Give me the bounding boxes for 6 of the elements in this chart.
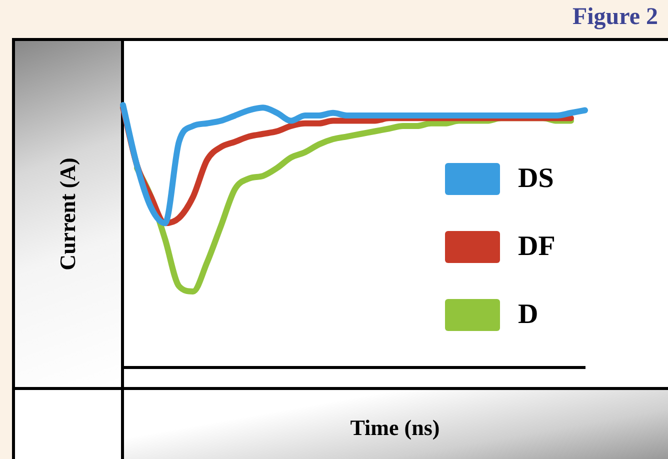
legend-label: DS: [518, 163, 554, 195]
chart-title: Figure 2: [572, 4, 658, 31]
legend-label: D: [518, 299, 538, 331]
y-axis-title: Current (A): [55, 158, 81, 270]
legend-label: DF: [518, 231, 556, 263]
x-axis-title: Time (ns): [350, 415, 440, 441]
